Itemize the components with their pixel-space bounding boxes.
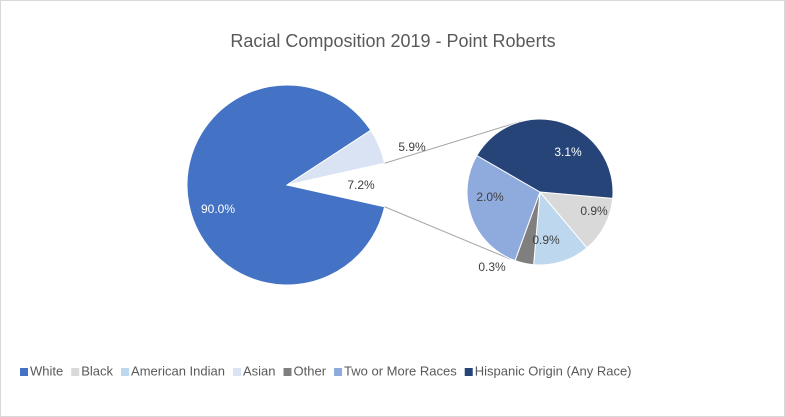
data-label: 5.9% [398, 140, 426, 154]
data-label: 90.0% [201, 202, 235, 216]
legend-label: Other [294, 363, 327, 378]
legend-label: Asian [243, 363, 276, 378]
legend-label: White [30, 363, 63, 378]
data-label: 7.2% [347, 178, 375, 192]
legend-label: American Indian [131, 363, 225, 378]
legend-label: Two or More Races [344, 363, 457, 378]
data-label: 0.9% [580, 204, 608, 218]
legend-swatch [464, 368, 473, 376]
legend-swatch [334, 368, 343, 376]
legend-swatch [283, 368, 292, 376]
legend-label: Hispanic Origin (Any Race) [475, 363, 632, 378]
legend-label: Black [81, 363, 113, 378]
connector-line [384, 120, 523, 164]
data-label: 0.9% [532, 233, 560, 247]
legend-swatch [121, 368, 130, 376]
data-label: 2.0% [476, 190, 504, 204]
legend-swatch [232, 368, 241, 376]
connector-line [384, 206, 511, 260]
pie-slice [538, 191, 614, 249]
data-label: 0.3% [478, 260, 506, 274]
legend-swatch [71, 368, 80, 376]
chart-title: Racial Composition 2019 - Point Roberts [230, 31, 555, 51]
legend-swatch [20, 368, 28, 376]
pie-slice [186, 84, 386, 286]
pie-slice [476, 118, 614, 199]
pie-slice [533, 190, 588, 266]
data-label: 3.1% [554, 145, 582, 159]
